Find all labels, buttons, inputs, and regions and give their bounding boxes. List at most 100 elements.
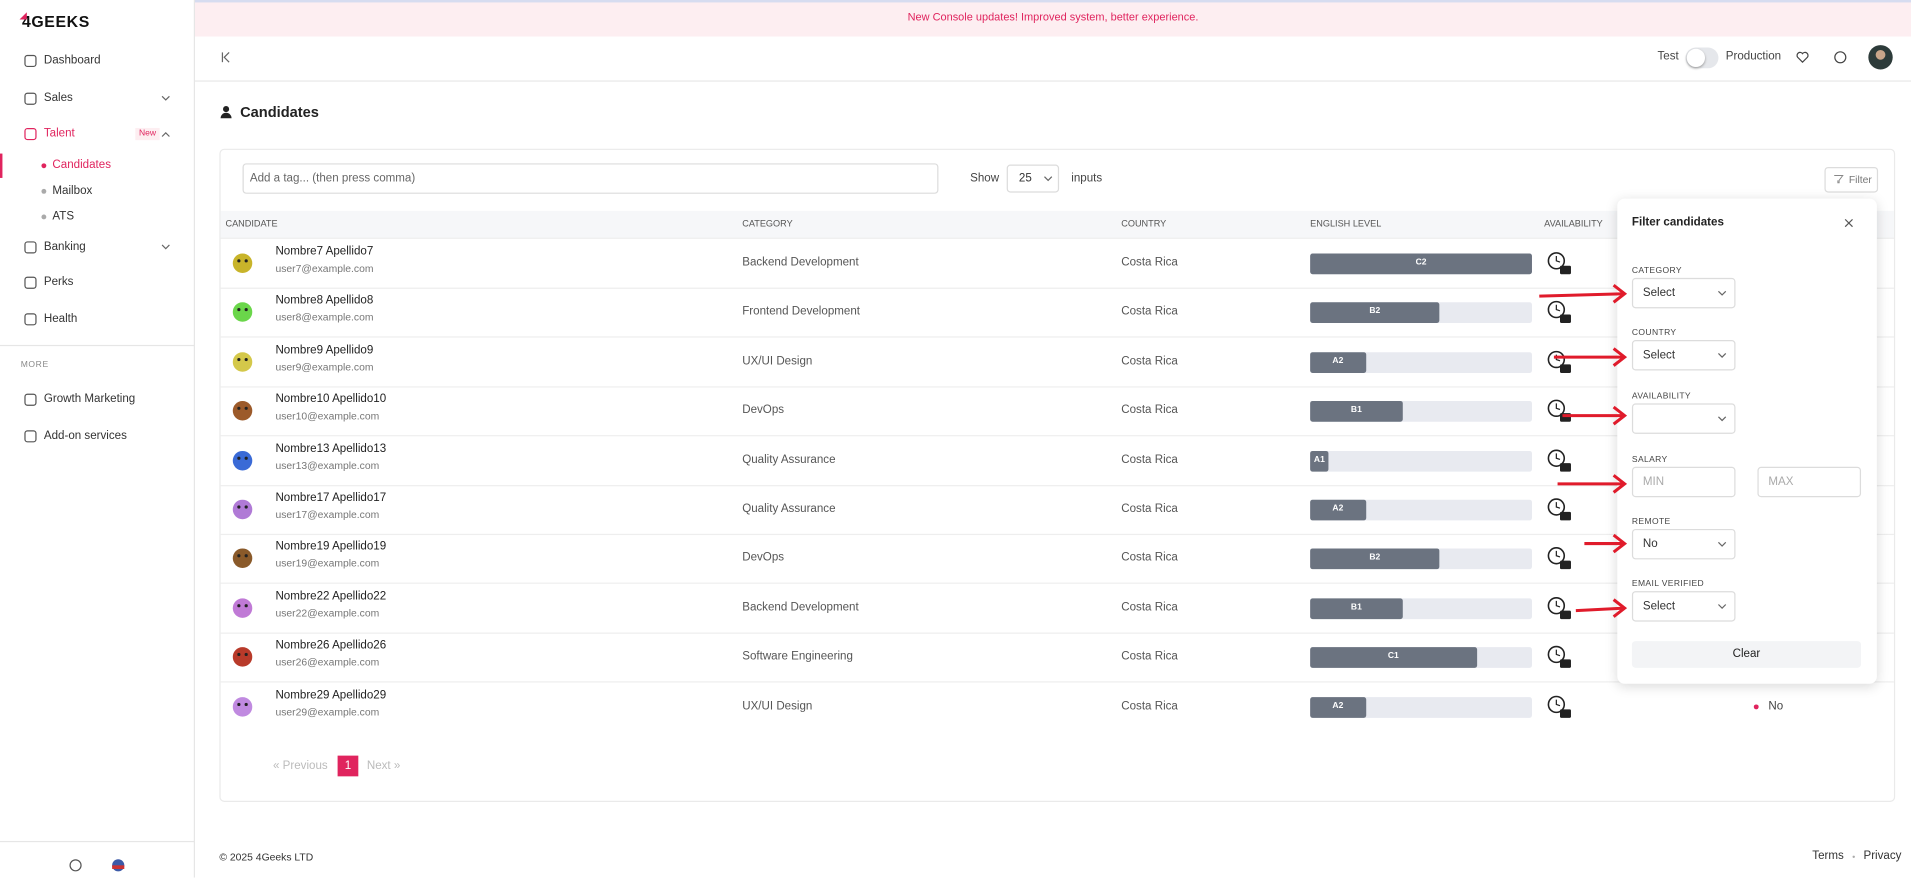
annotation-arrow-part (1612, 283, 1628, 304)
availability-icon-part (1547, 399, 1566, 418)
person-icon (220, 106, 232, 119)
nav-item[interactable]: Banking (43, 240, 86, 254)
availability-icon (1547, 301, 1571, 324)
nav-icon (24, 393, 37, 406)
tag-input[interactable] (242, 163, 939, 194)
nav-subitem[interactable]: Mailbox (52, 184, 93, 198)
nav-item[interactable]: Talent (43, 126, 75, 141)
candidate-avatar-part (237, 603, 241, 608)
availability-icon-part (1555, 452, 1561, 460)
english-level: C2 (1415, 258, 1427, 267)
level-fill (1310, 302, 1440, 324)
nav-item[interactable]: Sales (43, 91, 73, 105)
availability-icon (1547, 645, 1571, 669)
nav-item[interactable]: Add-on services (43, 429, 127, 443)
candidate-avatar (232, 253, 253, 273)
availability-icon-part (1555, 305, 1561, 312)
category: Frontend Development (742, 305, 860, 319)
availability-icon-part (1560, 561, 1571, 570)
candidate-avatar-part (232, 302, 253, 323)
candidate-avatar-part (237, 653, 241, 657)
nav-icon-part (24, 430, 37, 443)
annotation-arrow-part (1612, 598, 1628, 618)
annotation-arrow (1553, 347, 1628, 367)
candidate-name: Nombre26 Apellido26 (275, 638, 387, 653)
level-fill (1310, 401, 1403, 422)
logo: 4GEEKS (21, 12, 90, 31)
english-level: A2 (1332, 356, 1344, 366)
avatar-part (1875, 49, 1886, 60)
availability-icon-part (1560, 610, 1571, 619)
globe-icon-part (1834, 51, 1847, 64)
availability-icon-part (1547, 449, 1566, 467)
globe-icon (1834, 51, 1847, 64)
pagination-next[interactable]: Next » (366, 759, 401, 773)
candidate-avatar-part (244, 308, 248, 312)
nav-dot (41, 214, 47, 220)
filter-select[interactable] (1631, 591, 1736, 622)
availability-icon (1547, 399, 1571, 422)
footer-link[interactable]: Terms (1812, 849, 1844, 863)
filter-icon-part (1834, 175, 1844, 184)
salary-min-input[interactable] (1631, 466, 1736, 498)
nav-subitem[interactable]: ATS (52, 209, 75, 224)
footer-link[interactable]: Privacy (1863, 849, 1902, 863)
pagination-current-box[interactable] (337, 755, 359, 777)
country: Costa Rica (1121, 649, 1178, 664)
candidate-avatar-part (244, 653, 248, 657)
candidate-avatar-part (244, 702, 248, 706)
english-level: A2 (1332, 504, 1344, 514)
clear-button[interactable] (1631, 641, 1862, 668)
chevron (1044, 176, 1053, 182)
pagination-current: 1 (344, 759, 352, 773)
chevron-part (1718, 541, 1727, 547)
active-indicator (0, 153, 3, 178)
row-divider (220, 533, 1894, 535)
filter-select[interactable] (1631, 528, 1736, 560)
english-level: A1 (1313, 455, 1325, 464)
filter-select[interactable] (1631, 277, 1736, 309)
heart-icon (1796, 51, 1809, 64)
row-divider (220, 385, 1894, 388)
filter-select[interactable] (1631, 403, 1736, 434)
candidate-email: user19@example.com (275, 557, 380, 570)
nav-item[interactable]: Dashboard (43, 53, 101, 68)
availability-icon-part (1560, 364, 1571, 373)
filter-button[interactable] (1824, 166, 1879, 193)
status-text: No (1768, 699, 1784, 713)
collapse-icon-part (223, 51, 230, 63)
availability-icon-part (1547, 350, 1566, 368)
availability-icon-part (1555, 502, 1561, 509)
filter-select[interactable] (1631, 340, 1736, 371)
candidate-avatar-part (237, 308, 241, 312)
row-divider (220, 435, 1894, 437)
candidate-avatar-part (232, 450, 253, 470)
chevron-part (1718, 353, 1727, 358)
nav-item[interactable]: Perks (43, 275, 74, 289)
pagination-previous[interactable]: « Previous (273, 759, 328, 773)
toggle-label: Test (1657, 49, 1679, 64)
candidate-avatar-part (232, 696, 253, 717)
availability-icon-part (1555, 600, 1561, 608)
annotation-arrow (1562, 405, 1628, 426)
candidate-avatar-part (244, 357, 248, 361)
salary-max-input[interactable] (1757, 466, 1862, 498)
chevron (1718, 604, 1727, 610)
filter-select-value: No (1642, 537, 1658, 551)
nav-subitem[interactable]: Candidates (52, 158, 111, 172)
level-track (1310, 351, 1532, 373)
candidate-name: Nombre8 Apellido8 (275, 294, 374, 308)
show-label: Show (970, 171, 1000, 186)
availability-icon-part (1555, 403, 1561, 411)
candidate-name: Nombre7 Apellido7 (275, 244, 374, 259)
availability-icon-part (1560, 659, 1571, 669)
nav-item[interactable]: Health (43, 312, 78, 326)
candidate-avatar-part (232, 598, 253, 618)
nav-item[interactable]: Growth Marketing (43, 392, 136, 406)
category: UX/UI Design (742, 699, 813, 713)
show-select[interactable] (1006, 164, 1060, 193)
level-fill (1310, 598, 1403, 619)
candidate-avatar-part (232, 401, 253, 421)
close-icon-part (1844, 218, 1853, 228)
sidebar-divider (0, 344, 195, 347)
